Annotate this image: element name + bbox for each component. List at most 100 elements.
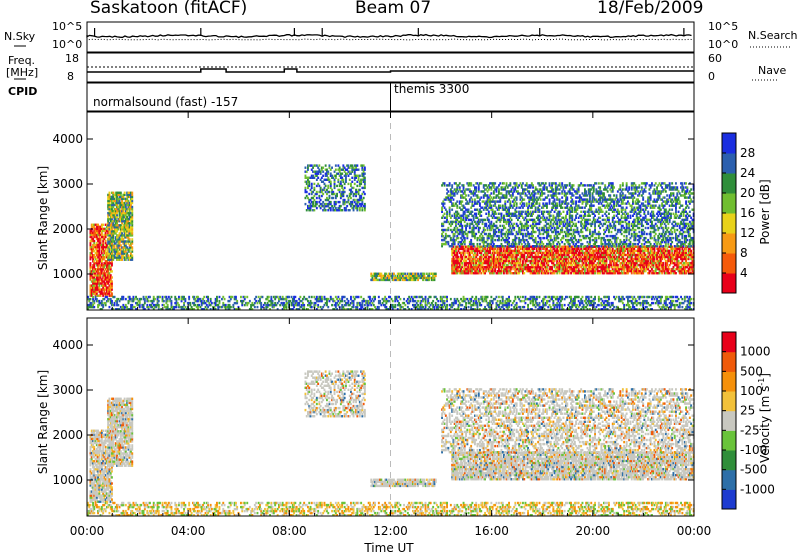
- range-cell: [327, 190, 330, 194]
- range-cell: [591, 247, 594, 251]
- range-cell: [487, 249, 490, 253]
- range-cell: [337, 164, 340, 167]
- range-cell: [528, 259, 531, 263]
- range-cell: [594, 255, 596, 259]
- range-cell: [487, 269, 490, 273]
- range-cell: [452, 245, 455, 248]
- range-cell: [451, 247, 454, 251]
- range-cell: [456, 218, 459, 222]
- range-cell: [599, 257, 602, 261]
- range-cell: [417, 274, 419, 278]
- range-cell: [465, 255, 467, 259]
- range-cell: [544, 272, 547, 275]
- range-cell: [505, 190, 508, 193]
- range-cell: [123, 228, 126, 231]
- range-cell: [525, 188, 528, 191]
- range-cell: [680, 251, 682, 255]
- range-cell: [510, 242, 513, 246]
- range-cell: [501, 269, 504, 273]
- range-cell: [463, 240, 466, 244]
- range-cell: [520, 263, 523, 267]
- range-cell: [610, 272, 613, 275]
- range-cell: [527, 245, 529, 248]
- range-cell: [308, 180, 311, 183]
- range-cell: [491, 272, 494, 275]
- range-cell: [95, 262, 98, 265]
- range-cell: [503, 224, 505, 228]
- range-cell: [399, 272, 402, 275]
- range-cell: [113, 209, 116, 213]
- range-cell: [487, 212, 490, 215]
- range-cell: [465, 224, 467, 228]
- range-cell: [103, 290, 106, 293]
- range-cell: [664, 261, 667, 265]
- range-cell: [362, 190, 365, 194]
- range-cell: [561, 261, 564, 265]
- range-cell: [472, 218, 475, 222]
- range-cell: [114, 215, 117, 219]
- range-cell: [514, 253, 517, 257]
- range-cell: [577, 269, 580, 273]
- range-cell: [627, 247, 629, 251]
- range-cell: [121, 207, 123, 211]
- range-cell: [522, 236, 524, 240]
- range-cell: [482, 240, 485, 244]
- range-cell: [496, 200, 499, 203]
- range-cell: [453, 257, 456, 261]
- range-cell: [119, 218, 122, 221]
- range-cell: [495, 188, 498, 191]
- range-cell: [461, 245, 464, 248]
- range-cell: [560, 255, 562, 259]
- range-cell: [515, 214, 518, 217]
- range-cell: [476, 238, 479, 242]
- range-cell: [479, 251, 481, 255]
- range-cell: [542, 242, 545, 246]
- range-cell: [482, 245, 485, 248]
- range-cell: [341, 176, 344, 179]
- range-cell: [131, 250, 134, 253]
- range-cell: [590, 253, 593, 257]
- range-cell: [345, 209, 347, 212]
- range-cell: [109, 224, 112, 227]
- range-cell: [524, 224, 527, 228]
- range-cell: [121, 234, 123, 237]
- range-cell: [461, 251, 464, 255]
- range-cell: [489, 247, 491, 251]
- range-cell: [331, 176, 333, 179]
- range-cell: [563, 265, 566, 269]
- range-cell: [499, 257, 502, 261]
- range-cell: [108, 205, 111, 209]
- range-cell: [532, 247, 534, 251]
- range-cell: [498, 228, 500, 232]
- range-cell: [630, 253, 633, 257]
- range-cell: [585, 247, 588, 251]
- range-cell: [351, 202, 354, 206]
- range-cell: [608, 269, 610, 273]
- range-cell: [399, 274, 402, 278]
- range-cell: [131, 234, 134, 237]
- range-cell: [460, 200, 462, 203]
- range-cell: [485, 202, 488, 205]
- range-cell: [452, 269, 455, 273]
- range-cell: [113, 228, 116, 231]
- range-cell: [90, 247, 93, 251]
- range-cell: [486, 204, 489, 207]
- range-cell: [538, 182, 541, 185]
- range-cell: [543, 269, 546, 273]
- range-cell: [620, 247, 623, 251]
- range-cell: [514, 242, 517, 246]
- range-cell: [127, 224, 130, 227]
- range-cell: [460, 257, 462, 261]
- range-cell: [107, 224, 110, 227]
- range-cell: [535, 222, 538, 226]
- range-cell: [691, 255, 694, 259]
- range-cell: [553, 272, 556, 275]
- range-cell: [457, 190, 460, 193]
- range-cell: [572, 245, 575, 248]
- range-cell: [635, 272, 638, 275]
- range-cell: [345, 180, 347, 183]
- range-cell: [456, 226, 459, 230]
- range-cell: [92, 260, 94, 263]
- range-cell: [126, 207, 129, 211]
- range-cell: [524, 222, 527, 226]
